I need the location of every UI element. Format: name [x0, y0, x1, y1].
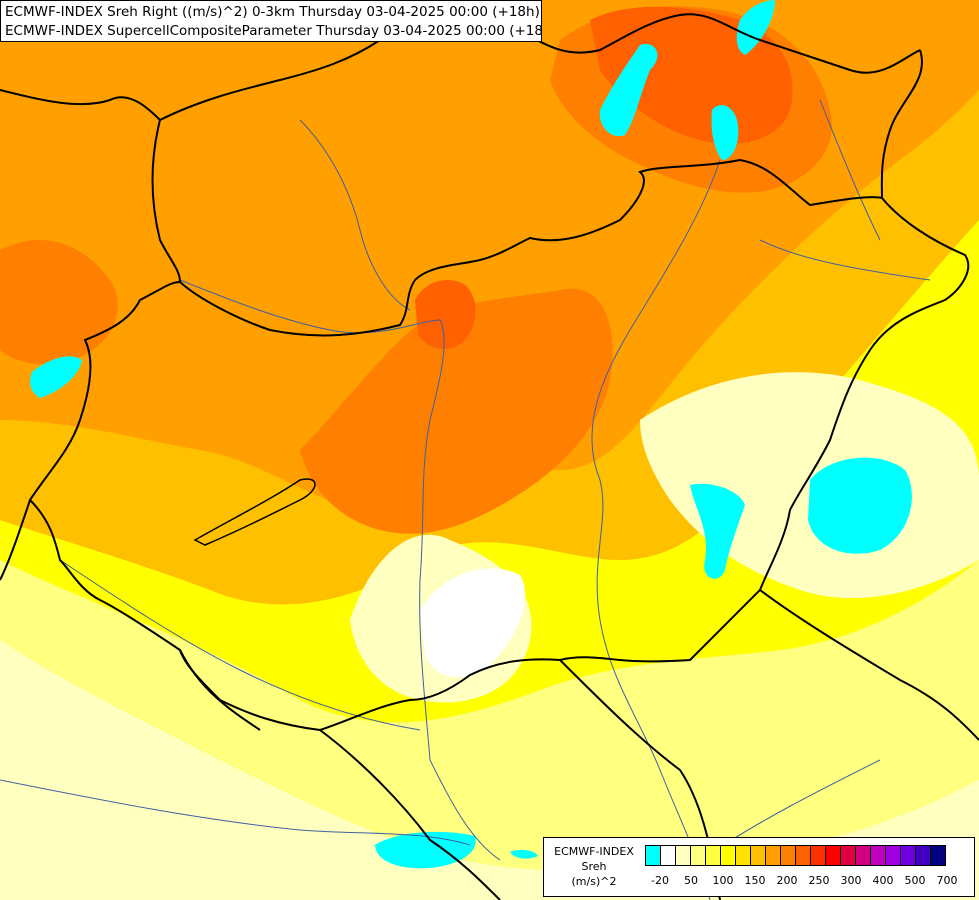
hungary-border — [28, 158, 970, 732]
legend-tick-label: 300 — [840, 874, 862, 887]
legend-swatch — [735, 845, 751, 866]
legend-swatch — [855, 845, 871, 866]
legend-swatch — [870, 845, 886, 866]
cyan-south — [375, 831, 476, 869]
drava-river — [59, 559, 421, 731]
legend-swatch — [825, 845, 841, 866]
legend-swatch — [660, 845, 676, 866]
legend-swatch — [840, 845, 856, 866]
country-borders — [0, 13, 979, 900]
slovakia-border — [499, 13, 921, 74]
legend-title-line-1: ECMWF-INDEX — [554, 845, 634, 858]
cyan-south-small — [510, 849, 538, 859]
cyan-northeast — [736, 0, 775, 55]
legend-swatch — [900, 845, 916, 866]
legend-tick-label: 250 — [808, 874, 830, 887]
legend-tick-label: 150 — [744, 874, 766, 887]
legend-tick-label: -20 — [651, 874, 669, 887]
dark-orange-area — [300, 288, 613, 534]
white-central — [420, 568, 526, 678]
legend-swatch — [645, 845, 661, 866]
legend-swatch — [885, 845, 901, 866]
cyan-east — [808, 457, 912, 554]
rivers — [0, 99, 931, 900]
legend-title-line-3: (m/s)^2 — [571, 875, 617, 888]
river-east — [759, 239, 931, 281]
dark-orange-west — [0, 240, 118, 365]
legend-swatch — [795, 845, 811, 866]
legend-swatch — [765, 845, 781, 866]
legend-swatch — [780, 845, 796, 866]
croatia-border — [0, 499, 261, 731]
legend-title: ECMWF-INDEX Sreh (m/s)^2 — [544, 844, 644, 889]
legend-tick-label: 700 — [936, 874, 958, 887]
cyan-north-1 — [599, 44, 658, 137]
legend-title-line-2: Sreh — [581, 860, 607, 873]
legend-swatch — [675, 845, 691, 866]
danube-river — [179, 279, 501, 861]
tisza-river — [591, 159, 721, 900]
cyan-west — [30, 356, 82, 398]
map-title-line-1: ECMWF-INDEX Sreh Right ((m/s)^2) 0-3km T… — [5, 4, 540, 20]
river-northeast — [819, 99, 881, 241]
cyan-north-2 — [711, 105, 739, 160]
romania-border — [759, 589, 979, 741]
legend-swatch — [690, 845, 706, 866]
cyan-southeast — [690, 483, 745, 579]
map-title-line-2: ECMWF-INDEX SupercellCompositeParameter … — [5, 23, 542, 39]
legend-tick-label: 500 — [904, 874, 926, 887]
red-orange-core — [415, 280, 476, 350]
legend-swatch — [930, 845, 946, 866]
legend-tick-label: 200 — [776, 874, 798, 887]
legend-tick-label: 50 — [684, 874, 698, 887]
legend-tick-label: 100 — [712, 874, 734, 887]
lake-balaton — [193, 478, 316, 546]
legend-ticks: -20 50 100 150 200 250 300 400 500 700 — [645, 874, 975, 890]
map-title-box: ECMWF-INDEX Sreh Right ((m/s)^2) 0-3km T… — [0, 0, 542, 42]
legend-swatches — [645, 845, 946, 866]
sava-river — [0, 779, 471, 846]
ukraine-border — [880, 49, 923, 199]
legend-tick-label: 400 — [872, 874, 894, 887]
legend-swatch — [705, 845, 721, 866]
color-legend: ECMWF-INDEX Sreh (m/s)^2 -20 50 100 150 200 2… — [543, 837, 975, 897]
legend-swatch — [750, 845, 766, 866]
legend-swatch — [915, 845, 931, 866]
legend-swatch — [810, 845, 826, 866]
bosnia-border — [319, 729, 501, 900]
pale-south — [0, 640, 979, 900]
legend-swatch — [720, 845, 736, 866]
river-north — [299, 119, 411, 311]
